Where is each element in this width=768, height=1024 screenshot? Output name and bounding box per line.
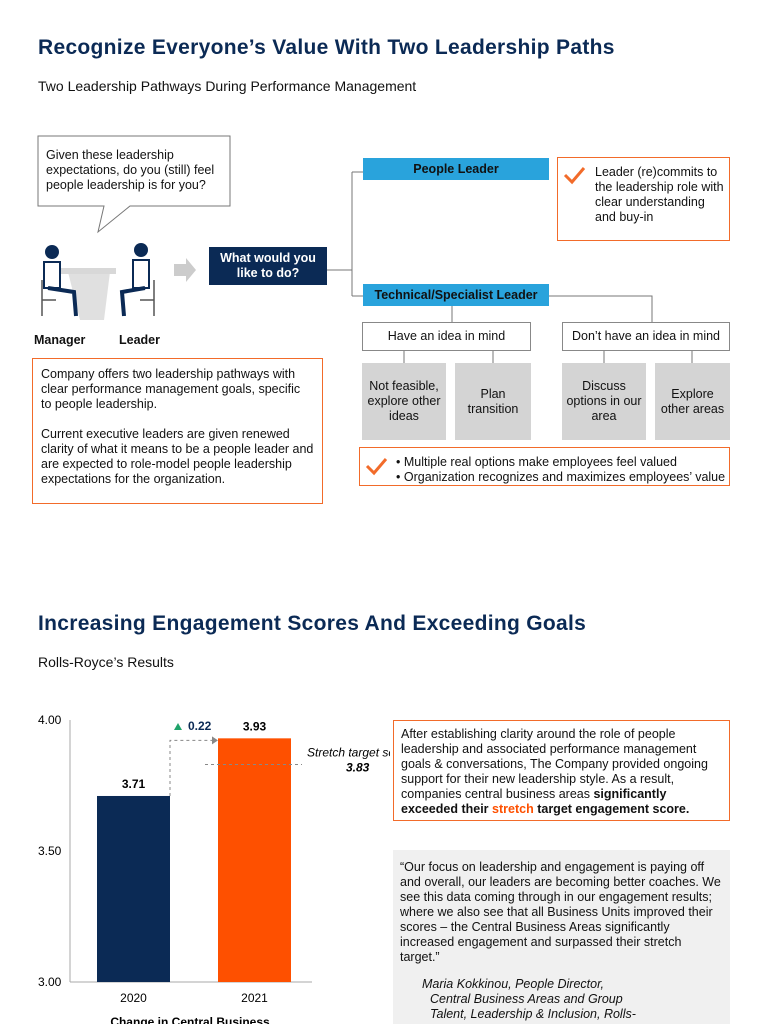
x-tick-label: 2020 xyxy=(120,991,147,1005)
arrow xyxy=(174,258,196,282)
target-label: Stretch target score: xyxy=(307,746,390,760)
summary-bold: target engagement score. xyxy=(537,802,690,816)
x-tick-label: 2021 xyxy=(241,991,268,1005)
speech-text: Given these leadership expectations, do … xyxy=(46,148,215,192)
benefit-text: Organization recognizes and maximizes em… xyxy=(403,470,726,484)
description-box: Company offers two leadership pathways w… xyxy=(32,358,323,504)
branch-box: Don’t have an idea in mind xyxy=(562,322,730,351)
summary-highlight: stretch xyxy=(492,802,534,816)
summary-text: After establishing clarity around the ro… xyxy=(401,727,708,801)
y-tick-label: 3.50 xyxy=(38,844,62,858)
quote: “Our focus on leadership and engagement … xyxy=(400,860,721,964)
check-icon xyxy=(365,458,388,476)
chart: 3.00 3.50 4.00 3.71 2020 3.93 2021 0.22 Stretch … xyxy=(38,713,390,1024)
difference-arrow xyxy=(169,739,216,796)
connectors xyxy=(327,171,693,363)
check-icon xyxy=(563,167,586,185)
quote-box: “Our focus on leadership and engagement … xyxy=(393,850,730,1024)
summary-bold: significantly exceeded their xyxy=(401,787,667,816)
subtitle: Two Leadership Pathways During Performan… xyxy=(38,78,417,94)
up-triangle xyxy=(174,723,182,730)
question-box: What would you like to do? xyxy=(209,247,327,285)
benefits-box xyxy=(359,447,730,486)
option-box: Not feasible, explore other ideas xyxy=(362,363,446,440)
attribution-line: Talent, Leadership & Inclusion, Rolls- xyxy=(430,1007,636,1021)
difference-label: 0.22 xyxy=(188,719,212,733)
x-axis-label: Change in Central Business xyxy=(110,1015,270,1024)
path-box: People Leader xyxy=(363,158,549,180)
person-label: Manager xyxy=(34,333,86,347)
benefit: • Multiple real options make employees f… xyxy=(396,455,677,469)
attribution-line: Central Business Areas and Group xyxy=(430,992,623,1006)
option-box: Discuss options in our area xyxy=(562,363,646,440)
option-box: Plan transition xyxy=(455,363,531,440)
y-tick-label: 4.00 xyxy=(38,713,62,727)
target-value: 3.83 xyxy=(346,761,370,775)
path-box: Technical/Specialist Leader xyxy=(363,284,549,306)
bar xyxy=(218,738,291,982)
person-label: Leader xyxy=(119,333,160,347)
people-icon xyxy=(41,243,155,320)
benefit-text: Multiple real options make employees fee… xyxy=(403,455,677,469)
paragraph: Company offers two leadership pathways w… xyxy=(41,367,301,411)
subtitle: Rolls-Royce’s Results xyxy=(38,654,174,670)
outcome-box xyxy=(557,157,730,241)
benefit: • Organization recognizes and maximizes … xyxy=(396,470,726,484)
value-label: 3.93 xyxy=(243,719,267,733)
branch-box: Have an idea in mind xyxy=(362,322,531,351)
bar xyxy=(97,795,170,982)
value-label: 3.71 xyxy=(122,777,146,791)
summary-box: After establishing clarity around the ro… xyxy=(393,720,730,821)
attribution: Maria Kokkinou, People Director, Central… xyxy=(400,977,723,1022)
attribution-line: Maria Kokkinou, People Director, xyxy=(422,977,605,991)
title: Increasing Engagement Scores And Exceedi… xyxy=(38,612,587,635)
paragraph: Current executive leaders are given rene… xyxy=(41,427,314,486)
arrow-head xyxy=(212,736,218,745)
y-tick-label: 3.00 xyxy=(38,975,62,989)
option-box: Explore other areas xyxy=(655,363,730,440)
title: Recognize Everyone’s Value With Two Lead… xyxy=(38,36,615,59)
speech-bubble xyxy=(37,135,231,234)
outcome-text: Leader (re)commits to the leadership rol… xyxy=(595,165,724,224)
